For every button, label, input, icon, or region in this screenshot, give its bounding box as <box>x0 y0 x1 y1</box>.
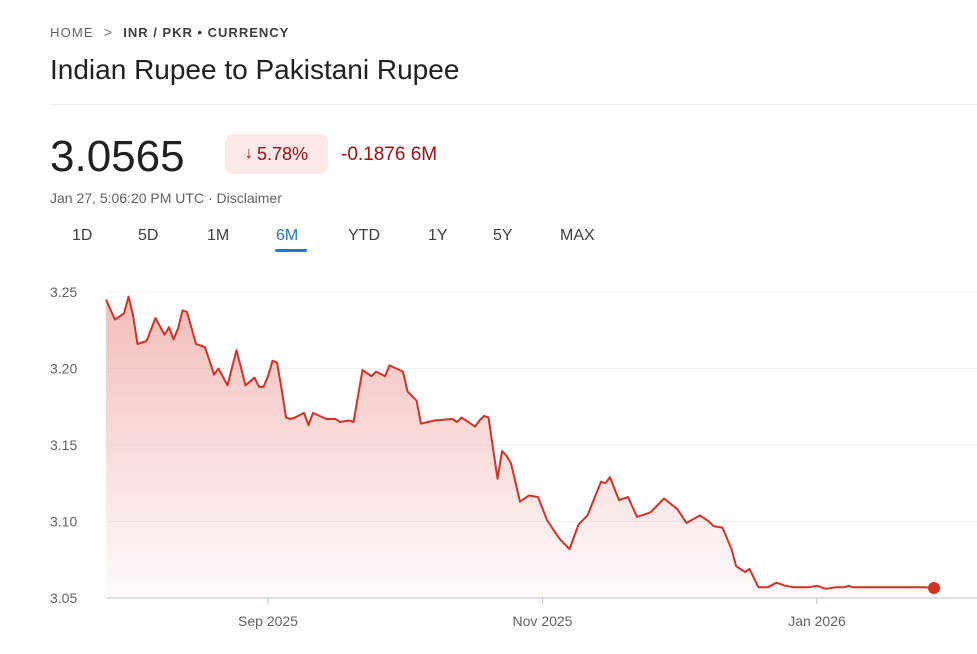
x-tick-label: Sep 2025 <box>238 613 298 629</box>
y-tick-label: 3.20 <box>50 361 77 377</box>
x-axis: Sep 2025 Nov 2025 Jan 2026 <box>238 598 846 629</box>
change-percent: 5.78% <box>256 143 309 164</box>
tab-1m[interactable]: 1M <box>207 227 230 244</box>
tab-5d[interactable]: 5D <box>138 227 159 244</box>
current-point-marker <box>928 582 940 595</box>
arrow-down-icon: ↓ <box>244 145 253 162</box>
tab-ytd[interactable]: YTD <box>348 227 380 244</box>
series-line <box>105 295 935 590</box>
page-title: Indian Rupee to Pakistani Rupee <box>50 54 460 85</box>
y-tick-label: 3.05 <box>50 590 77 606</box>
breadcrumb-home[interactable]: HOME <box>50 24 94 40</box>
price-chart[interactable]: 3.25 3.20 3.15 3.10 3.05 Sep 2025 Nov 2025 Jan… <box>0 270 977 654</box>
active-tab-indicator <box>275 249 307 252</box>
current-price: 3.0565 <box>50 132 185 181</box>
tab-5y[interactable]: 5Y <box>493 227 513 244</box>
divider <box>50 104 977 105</box>
breadcrumb-current: INR / PKR • CURRENCY <box>123 24 290 40</box>
x-tick-label: Jan 2026 <box>788 613 846 629</box>
y-tick-label: 3.25 <box>50 284 77 300</box>
change-absolute: -0.1876 6M <box>341 144 438 165</box>
y-tick-label: 3.15 <box>50 437 77 453</box>
y-tick-label: 3.10 <box>50 514 77 530</box>
change-percent-badge: ↓ 5.78% <box>225 134 328 174</box>
tab-6m[interactable]: 6M <box>276 227 299 244</box>
tab-max[interactable]: MAX <box>560 227 595 244</box>
chevron-right-icon: > <box>103 24 114 40</box>
x-tick-label: Nov 2025 <box>513 613 573 629</box>
y-axis: 3.25 3.20 3.15 3.10 3.05 <box>50 284 77 606</box>
tab-1d[interactable]: 1D <box>72 227 93 244</box>
breadcrumb: HOME > INR / PKR • CURRENCY <box>50 24 289 40</box>
timestamp-disclaimer[interactable]: Jan 27, 5:06:20 PM UTC · Disclaimer <box>50 190 282 206</box>
tab-1y[interactable]: 1Y <box>428 227 448 244</box>
series-area <box>106 296 934 598</box>
